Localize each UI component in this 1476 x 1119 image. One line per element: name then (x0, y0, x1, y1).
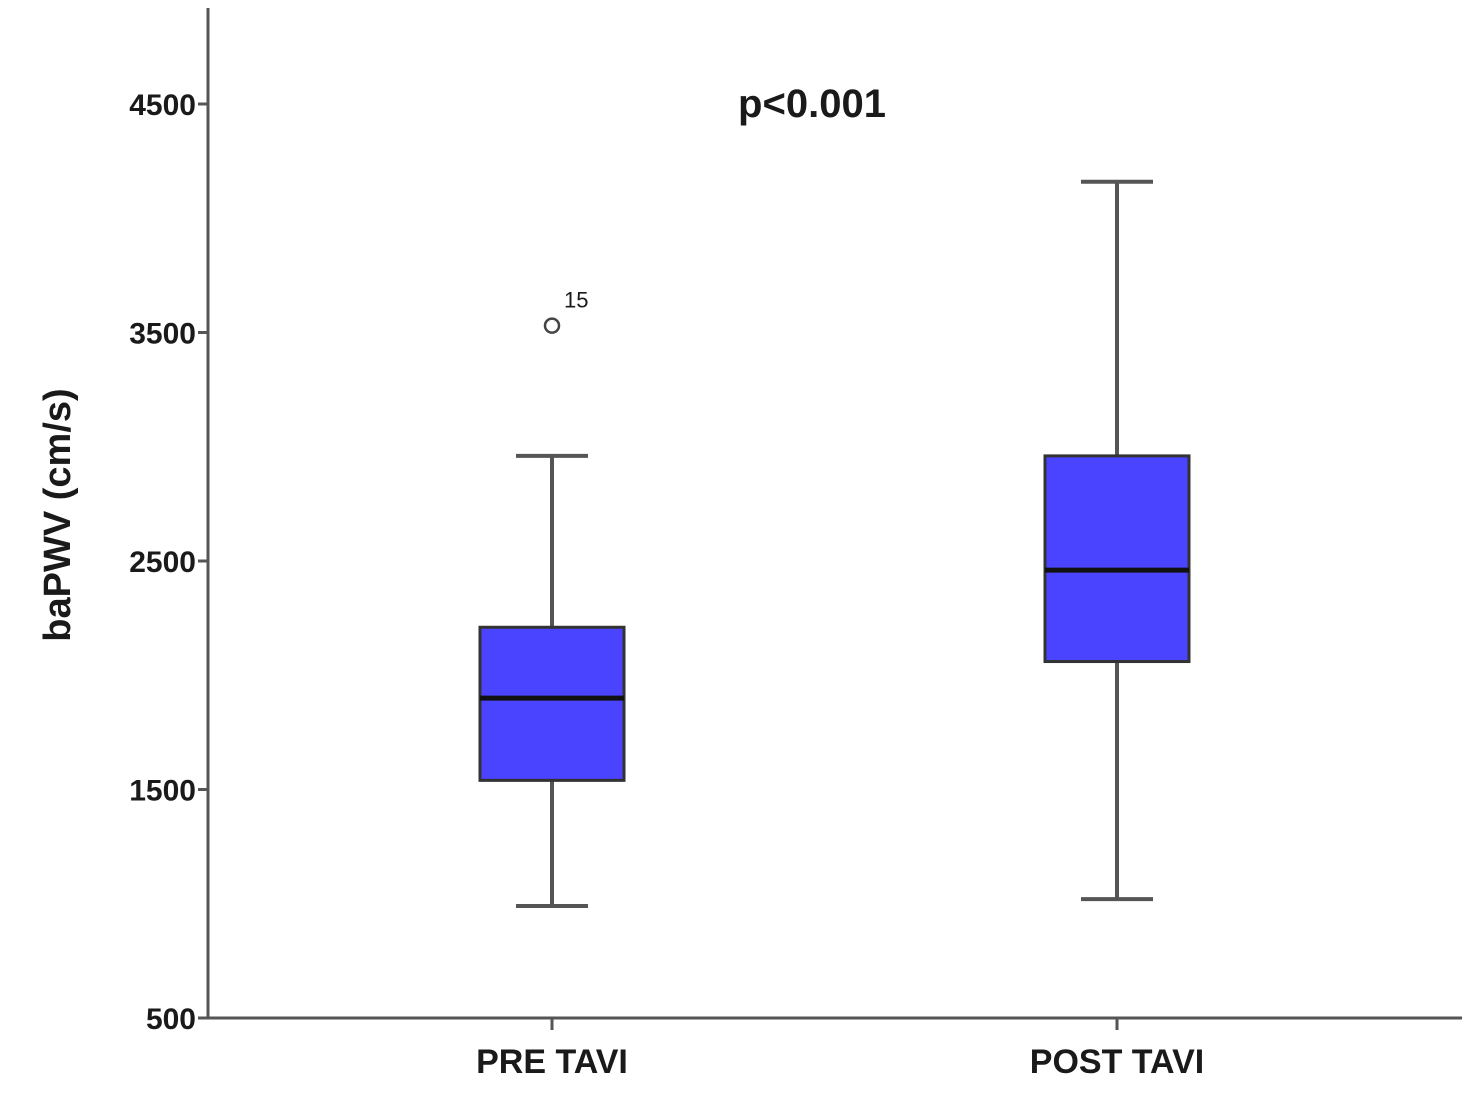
y-tick-label: 2500 (129, 546, 196, 579)
p-value-annotation: p<0.001 (738, 82, 886, 126)
iqr-box (1043, 454, 1191, 664)
iqr-box (478, 625, 626, 782)
x-category-label: PRE TAVI (476, 1043, 628, 1081)
y-tick-label: 500 (146, 1003, 196, 1036)
x-ticks: PRE TAVI POST TAVI (476, 1018, 1204, 1081)
outlier-label: 15 (564, 288, 588, 313)
y-ticks: 500 1500 2500 3500 4500 (129, 89, 208, 1036)
y-axis-title: baPWV (cm/s) (37, 388, 79, 641)
box-group (1043, 179, 1191, 902)
x-category-label: POST TAVI (1030, 1043, 1204, 1081)
y-tick-label: 1500 (129, 775, 196, 808)
box-group: 15 (478, 288, 626, 909)
y-tick-label: 3500 (129, 318, 196, 351)
boxes: 15 (478, 179, 1191, 909)
axes (206, 8, 1462, 1020)
y-tick-label: 4500 (129, 89, 196, 122)
outlier-point (543, 317, 561, 334)
